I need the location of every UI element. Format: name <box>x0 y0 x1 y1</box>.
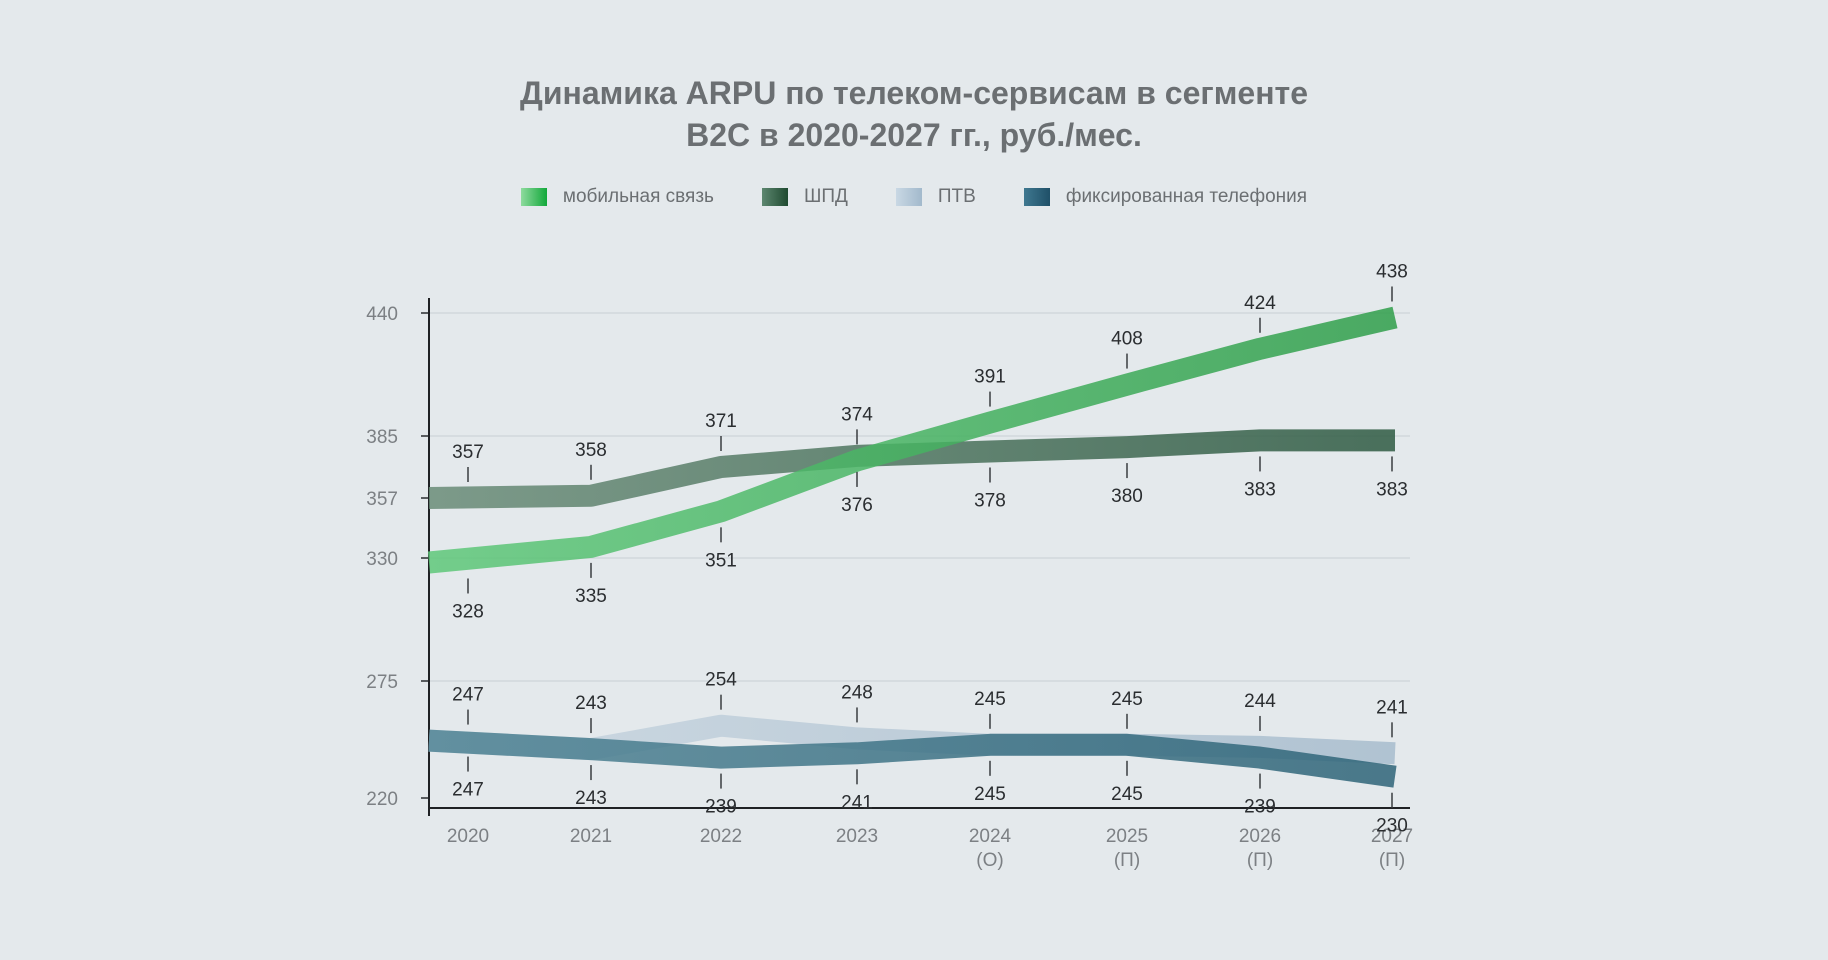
data-label: 391 <box>974 367 1006 388</box>
x-tick-sublabel: (О) <box>976 850 1003 871</box>
data-label: 239 <box>705 797 737 818</box>
x-tick-label: 2020 <box>447 826 489 847</box>
y-tick-label: 330 <box>366 549 398 570</box>
data-label: 371 <box>705 411 737 432</box>
data-label: 383 <box>1244 479 1276 500</box>
x-tick-label: 2021 <box>570 826 612 847</box>
legend-label-paytv: ПТВ <box>937 186 976 207</box>
x-tick-sublabel: (П) <box>1247 850 1273 871</box>
x-tick-sublabel: (П) <box>1114 850 1140 871</box>
data-label: 374 <box>841 404 873 425</box>
legend-label-fixed-telephony: фиксированная телефония <box>1065 186 1308 207</box>
legend-item-broadband: ШПД <box>761 186 848 208</box>
data-label: 239 <box>1244 797 1276 818</box>
data-label: 380 <box>1111 486 1143 507</box>
data-label: 351 <box>705 550 737 571</box>
series-line <box>428 429 1395 509</box>
x-tick-label: 2023 <box>836 826 878 847</box>
data-label: 358 <box>575 440 607 461</box>
legend-swatch-paytv <box>895 188 922 206</box>
data-label: 245 <box>1111 784 1143 805</box>
data-label: 247 <box>452 780 484 801</box>
data-label: 245 <box>1111 689 1143 710</box>
data-label: 438 <box>1376 261 1408 282</box>
x-tick-label: 2022 <box>700 826 742 847</box>
data-label: 383 <box>1376 479 1408 500</box>
series-line <box>427 306 1398 574</box>
data-label: 247 <box>452 685 484 706</box>
chart-legend: мобильная связь ШПД ПТВ фиксированная те… <box>0 186 1828 208</box>
series-line <box>428 729 1397 788</box>
data-label: 243 <box>575 788 607 809</box>
data-label: 357 <box>452 442 484 463</box>
x-tick-label: 2025 <box>1106 826 1148 847</box>
x-tick-label: 2027 <box>1371 826 1413 847</box>
chart-title: Динамика ARPU по телеком-сервисам в сегм… <box>0 72 1828 156</box>
x-tick-sublabel: (П) <box>1379 850 1405 871</box>
data-label: 248 <box>841 682 873 703</box>
legend-swatch-fixed-telephony <box>1023 188 1050 206</box>
data-label: 241 <box>841 792 873 813</box>
legend-label-broadband: ШПД <box>803 186 848 207</box>
y-tick-label: 220 <box>366 789 398 810</box>
legend-item-fixed-telephony: фиксированная телефония <box>1023 186 1308 208</box>
y-tick-label: 385 <box>366 427 398 448</box>
legend-swatch-broadband <box>761 188 788 206</box>
y-tick-label: 357 <box>366 489 398 510</box>
data-label: 241 <box>1376 697 1408 718</box>
data-label: 245 <box>974 784 1006 805</box>
data-label: 230 <box>1376 816 1408 837</box>
data-label: 244 <box>1244 691 1276 712</box>
x-tick-label: 2026 <box>1239 826 1281 847</box>
legend-label-mobile: мобильная связь <box>562 186 714 207</box>
x-tick-label: 2024 <box>969 826 1012 847</box>
data-label: 328 <box>452 601 484 622</box>
legend-swatch-mobile <box>520 188 547 206</box>
data-label: 335 <box>575 586 607 607</box>
data-label: 424 <box>1244 293 1276 314</box>
data-label: 245 <box>974 689 1006 710</box>
legend-item-paytv: ПТВ <box>895 186 976 208</box>
data-label: 408 <box>1111 329 1143 350</box>
data-label: 378 <box>974 491 1006 512</box>
data-label: 243 <box>575 693 607 714</box>
data-label: 376 <box>841 495 873 516</box>
chart-title-line-1: Динамика ARPU по телеком-сервисам в сегм… <box>520 75 1308 111</box>
legend-item-mobile: мобильная связь <box>520 186 714 208</box>
chart-title-line-2: B2C в 2020-2027 гг., руб./мес. <box>686 117 1142 153</box>
y-tick-label: 440 <box>366 304 398 325</box>
data-label: 254 <box>705 670 737 691</box>
y-tick-label: 275 <box>366 672 398 693</box>
